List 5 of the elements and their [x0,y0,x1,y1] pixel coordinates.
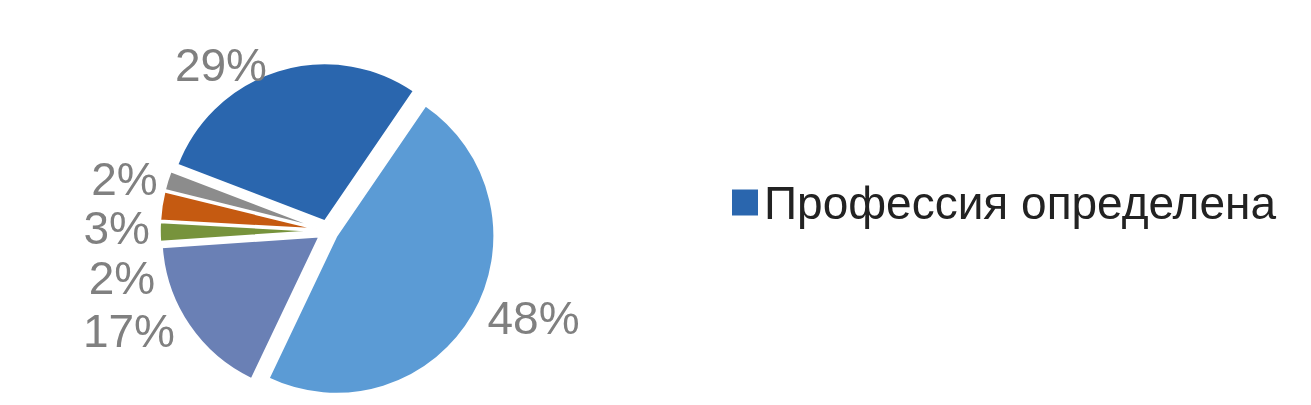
data-label: 29% [174,38,267,91]
data-label: 2% [91,152,158,205]
data-label: 48% [487,291,580,344]
data-label: 17% [82,305,175,358]
legend-label: Профессия определена [764,176,1277,229]
